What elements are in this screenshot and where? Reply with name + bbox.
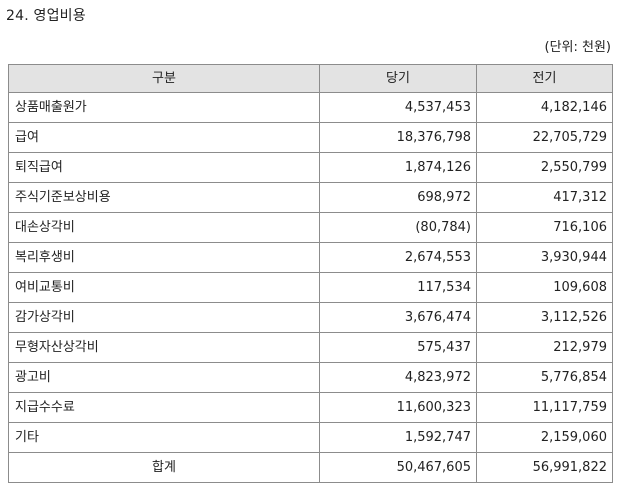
row-current: 575,437 bbox=[319, 332, 477, 363]
total-current: 50,467,605 bbox=[319, 452, 477, 483]
section-title: 24. 영업비용 bbox=[6, 8, 86, 24]
row-label: 기타 bbox=[8, 422, 320, 453]
row-label: 여비교통비 bbox=[8, 272, 320, 303]
header-prior: 전기 bbox=[476, 64, 613, 93]
row-label: 광고비 bbox=[8, 362, 320, 393]
row-current: 11,600,323 bbox=[319, 392, 477, 423]
row-prior: 22,705,729 bbox=[476, 122, 613, 153]
table-row: 퇴직급여 1,874,126 2,550,799 bbox=[8, 152, 613, 183]
row-prior: 212,979 bbox=[476, 332, 613, 363]
row-current: (80,784) bbox=[319, 212, 477, 243]
table-row: 광고비 4,823,972 5,776,854 bbox=[8, 362, 613, 393]
row-label: 대손상각비 bbox=[8, 212, 320, 243]
table-row: 급여 18,376,798 22,705,729 bbox=[8, 122, 613, 153]
operating-expenses-table: 구분 당기 전기 상품매출원가 4,537,453 4,182,146 급여 1… bbox=[8, 64, 613, 483]
table-row: 주식기준보상비용 698,972 417,312 bbox=[8, 182, 613, 213]
row-label: 주식기준보상비용 bbox=[8, 182, 320, 213]
row-prior: 109,608 bbox=[476, 272, 613, 303]
table-row: 대손상각비 (80,784) 716,106 bbox=[8, 212, 613, 243]
row-current: 2,674,553 bbox=[319, 242, 477, 273]
row-prior: 3,112,526 bbox=[476, 302, 613, 333]
row-current: 1,874,126 bbox=[319, 152, 477, 183]
header-category: 구분 bbox=[8, 64, 320, 93]
row-prior: 3,930,944 bbox=[476, 242, 613, 273]
row-current: 3,676,474 bbox=[319, 302, 477, 333]
header-current: 당기 bbox=[319, 64, 477, 93]
row-label: 상품매출원가 bbox=[8, 92, 320, 123]
row-label: 복리후생비 bbox=[8, 242, 320, 273]
row-prior: 2,550,799 bbox=[476, 152, 613, 183]
row-current: 1,592,747 bbox=[319, 422, 477, 453]
row-current: 4,537,453 bbox=[319, 92, 477, 123]
row-label: 급여 bbox=[8, 122, 320, 153]
row-prior: 417,312 bbox=[476, 182, 613, 213]
row-prior: 4,182,146 bbox=[476, 92, 613, 123]
row-current: 18,376,798 bbox=[319, 122, 477, 153]
row-prior: 2,159,060 bbox=[476, 422, 613, 453]
row-prior: 11,117,759 bbox=[476, 392, 613, 423]
row-label: 지급수수료 bbox=[8, 392, 320, 423]
row-label: 퇴직급여 bbox=[8, 152, 320, 183]
table-row: 감가상각비 3,676,474 3,112,526 bbox=[8, 302, 613, 333]
table-row: 여비교통비 117,534 109,608 bbox=[8, 272, 613, 303]
total-prior: 56,991,822 bbox=[476, 452, 613, 483]
table-header-row: 구분 당기 전기 bbox=[8, 64, 613, 93]
row-prior: 5,776,854 bbox=[476, 362, 613, 393]
row-current: 117,534 bbox=[319, 272, 477, 303]
table-row: 무형자산상각비 575,437 212,979 bbox=[8, 332, 613, 363]
row-prior: 716,106 bbox=[476, 212, 613, 243]
table-row: 기타 1,592,747 2,159,060 bbox=[8, 422, 613, 453]
row-current: 4,823,972 bbox=[319, 362, 477, 393]
table-row: 지급수수료 11,600,323 11,117,759 bbox=[8, 392, 613, 423]
total-label: 합계 bbox=[8, 452, 320, 483]
row-current: 698,972 bbox=[319, 182, 477, 213]
row-label: 무형자산상각비 bbox=[8, 332, 320, 363]
total-row: 합계 50,467,605 56,991,822 bbox=[8, 452, 613, 483]
unit-label: (단위: 천원) bbox=[544, 40, 612, 55]
table-row: 상품매출원가 4,537,453 4,182,146 bbox=[8, 92, 613, 123]
table-row: 복리후생비 2,674,553 3,930,944 bbox=[8, 242, 613, 273]
row-label: 감가상각비 bbox=[8, 302, 320, 333]
